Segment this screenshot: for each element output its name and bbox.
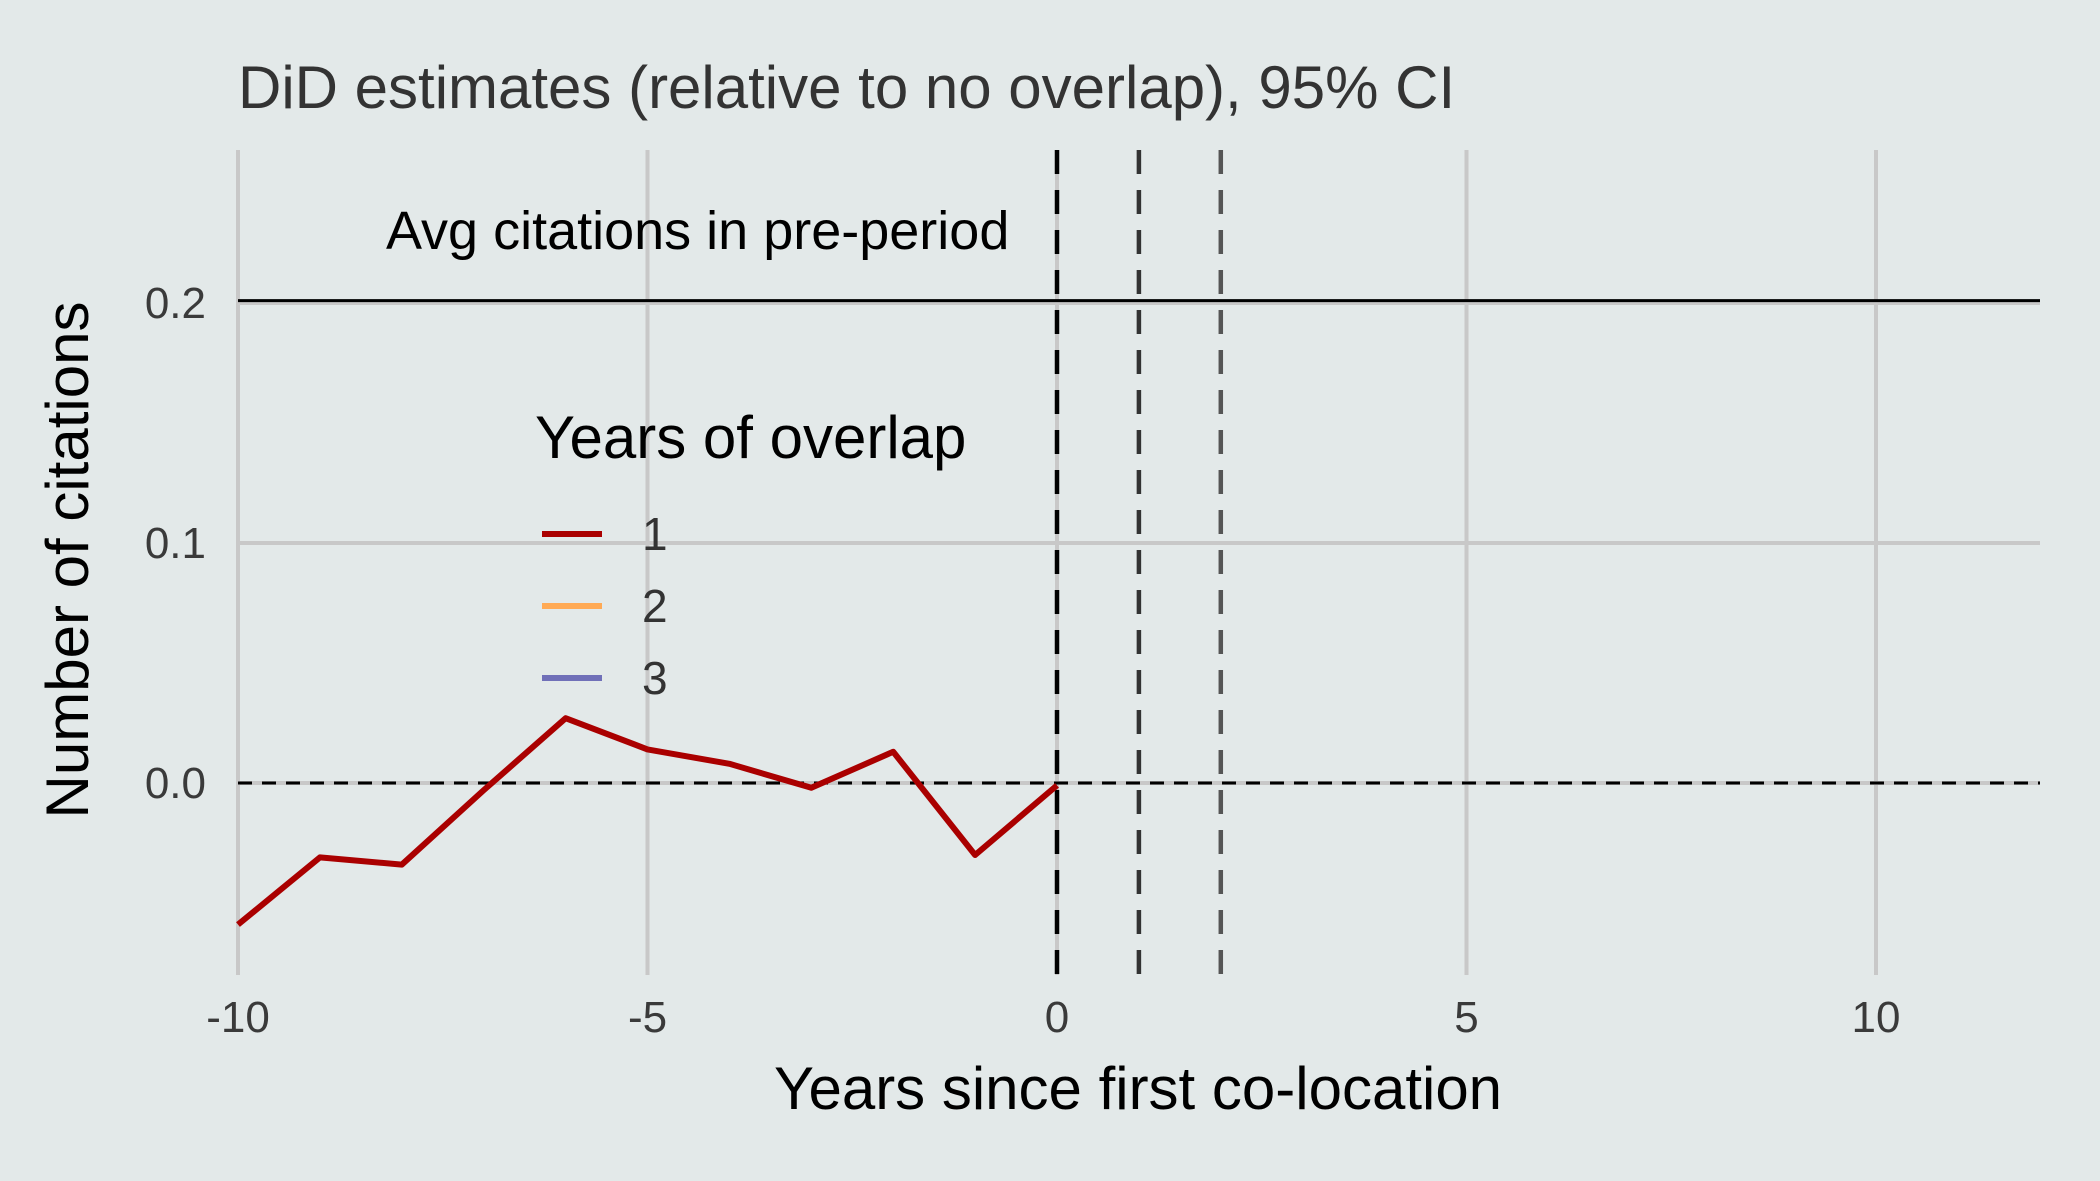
legend-label-3: 3 (642, 652, 668, 704)
legend-label-2: 2 (642, 580, 668, 632)
x-tick-label: 0 (1045, 993, 1069, 1042)
legend: Years of overlap 1 2 3 (535, 404, 966, 704)
x-tick-label: 5 (1454, 993, 1478, 1042)
x-axis-title: Years since first co-location (774, 1055, 1502, 1122)
y-tick-label: 0.2 (145, 279, 206, 328)
x-tick-label: -5 (628, 993, 667, 1042)
chart-title: DiD estimates (relative to no overlap), … (238, 54, 1455, 121)
y-tick-labels: 0.0 0.1 0.2 (145, 279, 206, 808)
legend-label-1: 1 (642, 508, 668, 560)
y-tick-label: 0.1 (145, 519, 206, 568)
reference-line-label: Avg citations in pre-period (386, 201, 1009, 261)
y-tick-label: 0.0 (145, 759, 206, 808)
x-tick-labels: -10 -5 0 5 10 (206, 993, 1900, 1042)
y-axis-title: Number of citations (34, 302, 101, 819)
legend-title: Years of overlap (535, 404, 966, 471)
series-line-1 (236, 715, 1059, 927)
x-tick-label: 10 (1852, 993, 1901, 1042)
x-tick-label: -10 (206, 993, 270, 1042)
series-layer (236, 715, 1059, 927)
reference-lines (238, 150, 2040, 975)
